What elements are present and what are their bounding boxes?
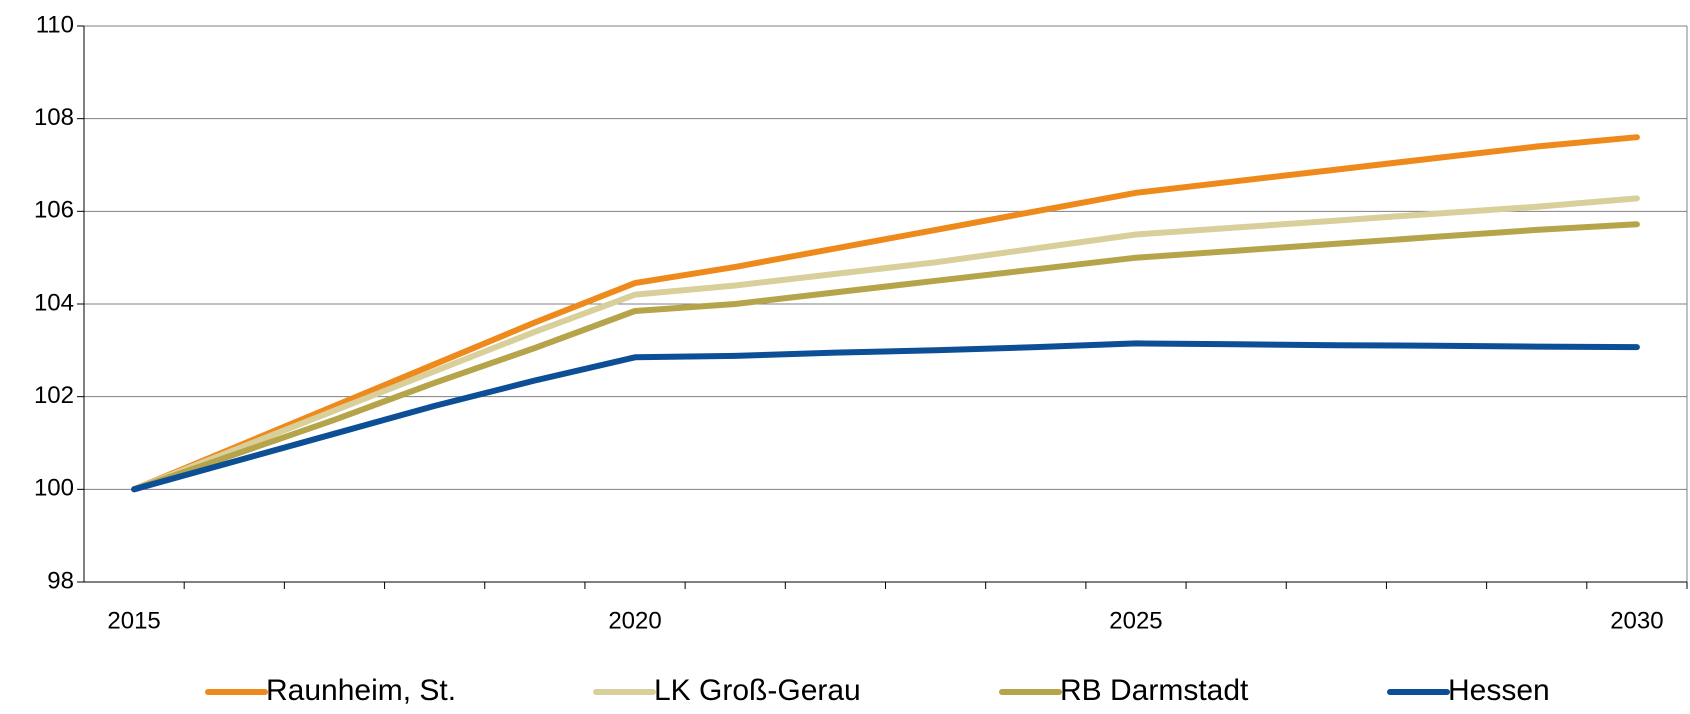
y-tick-label: 108 — [34, 104, 74, 131]
series-line — [131, 195, 1640, 493]
legend-label: Raunheim, St. — [266, 674, 456, 707]
y-tick-label: 104 — [34, 289, 74, 316]
x-tick-label: 2020 — [608, 607, 661, 634]
y-tick-label: 102 — [34, 382, 74, 409]
y-tick-label: 100 — [34, 475, 74, 502]
x-tick-label: 2030 — [1610, 607, 1663, 634]
series-line — [131, 221, 1640, 493]
series-line — [131, 134, 1640, 493]
x-tick-label: 2025 — [1109, 607, 1162, 634]
y-tick-label: 98 — [47, 567, 74, 594]
x-tick-label: 2015 — [107, 607, 160, 634]
y-tick-label: 106 — [34, 197, 74, 224]
legend-label: Hessen — [1448, 674, 1550, 707]
legend-label: RB Darmstadt — [1060, 674, 1249, 707]
y-tick-label: 110 — [36, 11, 74, 38]
legend-label: LK Groß-Gerau — [654, 674, 861, 707]
series-line — [131, 340, 1640, 493]
